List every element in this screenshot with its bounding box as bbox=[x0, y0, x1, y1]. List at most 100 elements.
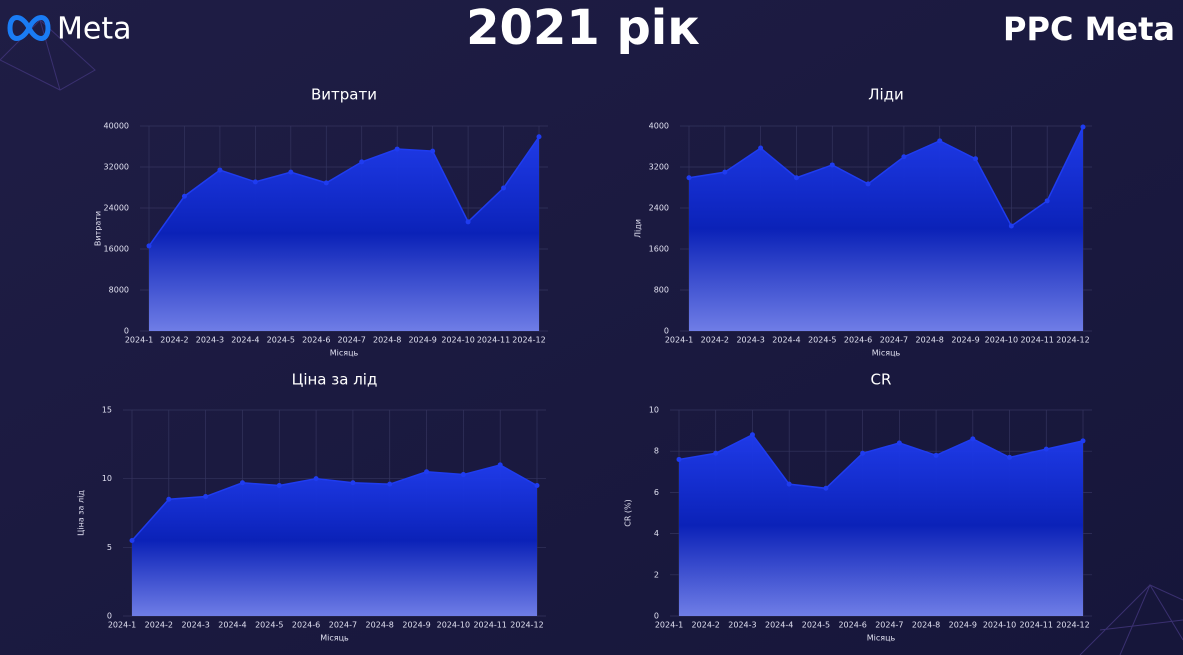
point bbox=[823, 485, 829, 491]
point bbox=[865, 181, 871, 187]
x-tick-label: 2024-8 bbox=[366, 621, 394, 630]
line bbox=[148, 136, 540, 247]
y-tick-label: 0 bbox=[664, 327, 669, 336]
chart-title: CR bbox=[871, 371, 892, 389]
point bbox=[536, 134, 542, 140]
point bbox=[1043, 446, 1049, 452]
y-tick-label: 3200 bbox=[649, 163, 669, 172]
x-axis-label: Місяць bbox=[872, 349, 901, 358]
x-tick-label: 2024-4 bbox=[765, 621, 793, 630]
x-tick-label: 2024-11 bbox=[1020, 621, 1053, 630]
line bbox=[131, 464, 538, 541]
point bbox=[217, 167, 223, 173]
area bbox=[149, 136, 539, 331]
x-tick-label: 2024-8 bbox=[912, 621, 940, 630]
point bbox=[1044, 198, 1050, 204]
point bbox=[181, 193, 187, 199]
point bbox=[313, 476, 319, 482]
y-tick-label: 800 bbox=[654, 286, 669, 295]
y-tick-label: 2400 bbox=[649, 204, 669, 213]
x-tick-label: 2024-9 bbox=[408, 336, 436, 345]
point bbox=[1008, 223, 1014, 229]
point bbox=[288, 169, 294, 175]
x-tick-label: 2024-1 bbox=[125, 336, 153, 345]
point bbox=[465, 219, 471, 225]
point bbox=[937, 138, 943, 144]
x-tick-label: 2024-1 bbox=[665, 336, 693, 345]
y-axis-label: Витрати bbox=[94, 211, 103, 246]
x-axis-label: Місяць bbox=[320, 634, 349, 643]
point bbox=[203, 494, 209, 500]
chart-title: Ціна за лід bbox=[292, 371, 378, 389]
area bbox=[689, 127, 1083, 332]
y-tick-label: 5 bbox=[107, 543, 112, 552]
point bbox=[758, 145, 764, 151]
x-tick-label: 2024-10 bbox=[983, 621, 1016, 630]
point bbox=[323, 180, 329, 186]
x-tick-label: 2024-2 bbox=[701, 336, 729, 345]
y-tick-label: 8000 bbox=[109, 286, 129, 295]
point bbox=[1080, 438, 1086, 444]
x-tick-label: 2024-7 bbox=[875, 621, 903, 630]
y-tick-label: 15 bbox=[102, 406, 112, 415]
point bbox=[749, 432, 755, 438]
point bbox=[460, 472, 466, 478]
point bbox=[252, 179, 258, 185]
logo-text: Meta bbox=[57, 12, 132, 47]
point bbox=[973, 156, 979, 162]
point bbox=[239, 480, 245, 486]
point bbox=[430, 148, 436, 154]
point bbox=[394, 146, 400, 152]
x-tick-label: 2024-8 bbox=[373, 336, 401, 345]
point bbox=[686, 175, 692, 181]
y-tick-label: 4000 bbox=[649, 122, 669, 131]
y-tick-label: 8 bbox=[654, 447, 659, 456]
point bbox=[896, 440, 902, 446]
point bbox=[933, 452, 939, 458]
y-tick-label: 0 bbox=[107, 612, 112, 621]
x-tick-label: 2024-4 bbox=[231, 336, 259, 345]
point bbox=[534, 483, 540, 489]
point bbox=[350, 480, 356, 486]
x-tick-label: 2024-3 bbox=[728, 621, 756, 630]
point bbox=[424, 469, 430, 475]
meta-logo bbox=[7, 15, 51, 41]
x-tick-label: 2024-5 bbox=[808, 336, 836, 345]
x-tick-label: 2024-9 bbox=[402, 621, 430, 630]
x-tick-label: 2024-10 bbox=[441, 336, 474, 345]
y-tick-label: 24000 bbox=[104, 204, 129, 213]
y-axis-label: Ліди bbox=[634, 219, 643, 238]
point bbox=[860, 450, 866, 456]
y-tick-label: 10 bbox=[102, 474, 112, 483]
x-tick-label: 2024-10 bbox=[437, 621, 470, 630]
y-tick-label: 32000 bbox=[104, 163, 129, 172]
x-tick-label: 2024-11 bbox=[477, 336, 510, 345]
chart-title: Витрати bbox=[311, 86, 377, 104]
point bbox=[1007, 454, 1013, 460]
x-tick-label: 2024-11 bbox=[473, 621, 506, 630]
brand: PPC Meta bbox=[1003, 10, 1175, 48]
y-axis-label: CR (%) bbox=[624, 499, 633, 527]
point bbox=[129, 537, 135, 543]
x-tick-label: 2024-8 bbox=[916, 336, 944, 345]
point bbox=[722, 169, 728, 175]
area bbox=[679, 434, 1083, 616]
x-tick-label: 2024-11 bbox=[1020, 336, 1053, 345]
x-tick-label: 2024-2 bbox=[145, 621, 173, 630]
point bbox=[497, 462, 503, 468]
x-tick-label: 2024-6 bbox=[838, 621, 866, 630]
point bbox=[786, 481, 792, 487]
x-tick-label: 2024-9 bbox=[949, 621, 977, 630]
chart-title: Ліди bbox=[868, 86, 904, 104]
x-tick-label: 2024-3 bbox=[181, 621, 209, 630]
y-tick-label: 16000 bbox=[104, 245, 129, 254]
x-tick-label: 2024-2 bbox=[160, 336, 188, 345]
x-axis-label: Місяць bbox=[330, 349, 359, 358]
y-tick-label: 2 bbox=[654, 570, 659, 579]
y-axis-label: Ціна за лід bbox=[77, 490, 86, 536]
point bbox=[829, 162, 835, 168]
point bbox=[676, 456, 682, 462]
y-tick-label: 10 bbox=[649, 406, 659, 415]
y-tick-label: 40000 bbox=[104, 122, 129, 131]
